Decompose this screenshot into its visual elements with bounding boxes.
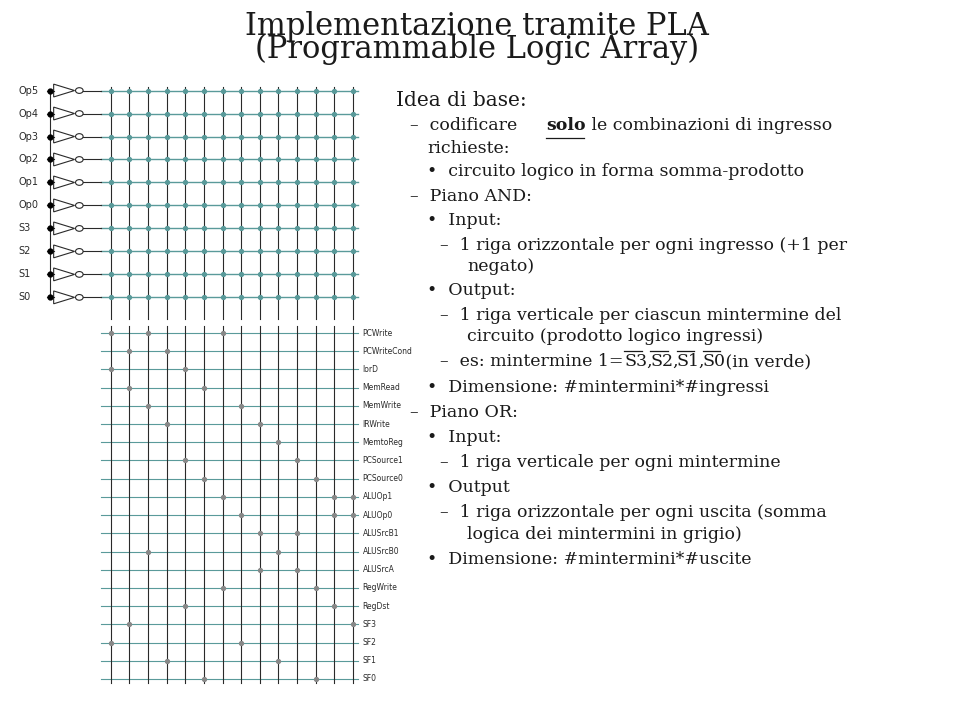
- Text: Op0: Op0: [18, 200, 38, 211]
- Text: •  Input:: • Input:: [427, 430, 501, 446]
- Text: PCWriteCond: PCWriteCond: [363, 347, 413, 356]
- Text: S2,: S2,: [650, 353, 679, 370]
- Text: negato): negato): [468, 258, 534, 275]
- Text: (in verde): (in verde): [720, 353, 811, 370]
- Text: PCWrite: PCWrite: [363, 329, 393, 337]
- Text: logica dei mintermini in grigio): logica dei mintermini in grigio): [468, 526, 742, 543]
- Text: le combinazioni di ingresso: le combinazioni di ingresso: [586, 117, 832, 134]
- Text: •  Output: • Output: [427, 479, 510, 496]
- Text: ALUSrcB0: ALUSrcB0: [363, 547, 399, 556]
- Text: •  Dimensione: #mintermini*#uscite: • Dimensione: #mintermini*#uscite: [427, 551, 752, 568]
- Text: PCSource1: PCSource1: [363, 456, 403, 465]
- Text: S0: S0: [18, 292, 31, 302]
- Text: SF2: SF2: [363, 638, 376, 647]
- Text: SF1: SF1: [363, 657, 376, 665]
- Text: •  Input:: • Input:: [427, 212, 501, 229]
- Text: Op2: Op2: [18, 155, 38, 165]
- Text: ALUOp1: ALUOp1: [363, 493, 393, 501]
- Text: Op3: Op3: [18, 132, 38, 142]
- Text: circuito (prodotto logico ingressi): circuito (prodotto logico ingressi): [468, 328, 763, 345]
- Text: S3,: S3,: [624, 353, 653, 370]
- Text: PCSource0: PCSource0: [363, 474, 403, 483]
- Text: •  Dimensione: #mintermini*#ingressi: • Dimensione: #mintermini*#ingressi: [427, 379, 769, 397]
- Text: SF0: SF0: [363, 674, 376, 684]
- Text: MemtoReg: MemtoReg: [363, 437, 403, 447]
- Text: Op1: Op1: [18, 178, 38, 188]
- Text: –  1 riga verticale per ogni mintermine: – 1 riga verticale per ogni mintermine: [441, 454, 781, 471]
- Text: –  1 riga verticale per ciascun mintermine del: – 1 riga verticale per ciascun mintermin…: [441, 306, 842, 324]
- Text: –  Piano AND:: – Piano AND:: [410, 188, 532, 205]
- Text: S2: S2: [18, 246, 31, 256]
- Text: S1: S1: [18, 269, 31, 279]
- Text: S1,: S1,: [677, 353, 705, 370]
- Text: IRWrite: IRWrite: [363, 420, 391, 429]
- Text: –  es: mintermine 1=: – es: mintermine 1=: [441, 353, 630, 370]
- Text: solo: solo: [546, 117, 586, 134]
- Text: ALUOp0: ALUOp0: [363, 511, 393, 520]
- Text: •  circuito logico in forma somma-prodotto: • circuito logico in forma somma-prodott…: [427, 163, 804, 180]
- Text: Idea di base:: Idea di base:: [396, 90, 526, 110]
- Text: RegDst: RegDst: [363, 601, 390, 611]
- Text: –  1 riga orizzontale per ogni uscita (somma: – 1 riga orizzontale per ogni uscita (so…: [441, 504, 828, 521]
- Text: Op4: Op4: [18, 109, 38, 119]
- Text: ALUSrcB1: ALUSrcB1: [363, 529, 399, 538]
- Text: IorD: IorD: [363, 365, 378, 374]
- Text: S3: S3: [18, 223, 31, 233]
- Text: –  1 riga orizzontale per ogni ingresso (+1 per: – 1 riga orizzontale per ogni ingresso (…: [441, 237, 848, 253]
- Text: MemRead: MemRead: [363, 383, 400, 392]
- Text: ALUSrcA: ALUSrcA: [363, 565, 395, 574]
- Text: richieste:: richieste:: [427, 140, 510, 158]
- Text: SF3: SF3: [363, 620, 376, 629]
- Text: RegWrite: RegWrite: [363, 584, 397, 592]
- Text: Implementazione tramite PLA: Implementazione tramite PLA: [245, 11, 708, 42]
- Text: (Programmable Logic Array): (Programmable Logic Array): [254, 34, 699, 64]
- Text: S0: S0: [703, 353, 726, 370]
- Text: –  Piano OR:: – Piano OR:: [410, 405, 518, 421]
- Text: Op5: Op5: [18, 85, 38, 95]
- Text: MemWrite: MemWrite: [363, 402, 401, 410]
- Text: •  Output:: • Output:: [427, 281, 516, 299]
- Text: –  codificare: – codificare: [410, 117, 523, 134]
